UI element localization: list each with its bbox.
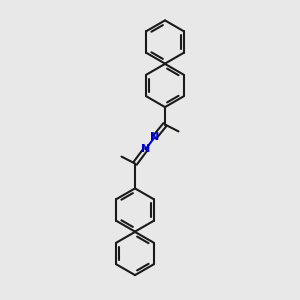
Text: N: N bbox=[141, 144, 150, 154]
Text: N: N bbox=[150, 132, 159, 142]
